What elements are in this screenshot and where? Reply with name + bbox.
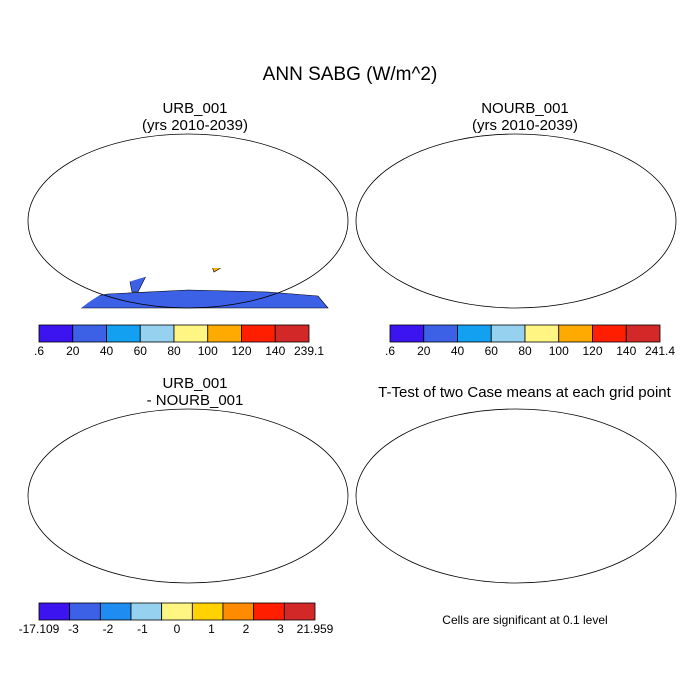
significant-cell bbox=[632, 577, 640, 582]
panel-urb-title-line1: URB_001 bbox=[162, 100, 228, 117]
colorbar-swatch bbox=[130, 602, 163, 621]
panel-urb-title: URB_001 (yrs 2010-2039) bbox=[60, 100, 330, 134]
colorbar-swatch bbox=[222, 602, 255, 621]
colorbar-tick-label: 2 bbox=[243, 622, 250, 636]
ttest-footnote: Cells are significant at 0.1 level bbox=[442, 613, 608, 627]
map-frame-fill bbox=[356, 134, 676, 308]
colorbar-swatch bbox=[625, 324, 661, 343]
map-frame-outline bbox=[355, 408, 677, 584]
significant-cell bbox=[602, 575, 610, 580]
colorbar-swatch bbox=[274, 324, 310, 343]
colorbar-swatch bbox=[389, 324, 425, 343]
colorbar-swatch bbox=[72, 324, 107, 343]
panel-diff-title-line2: - NOURB_001 bbox=[146, 392, 244, 409]
panel-nourb-title-line1: NOURB_001 bbox=[481, 100, 569, 117]
panel-diff-title-line1: URB_001 bbox=[162, 375, 228, 392]
colorbar-tick-label: 1 bbox=[208, 622, 215, 636]
colorbar-tick-label: 3 bbox=[277, 622, 284, 636]
colorbar-tick-label: .6 bbox=[385, 344, 395, 358]
colorbar-swatch bbox=[253, 602, 285, 621]
colorbar-tick-label: 40 bbox=[451, 344, 465, 358]
colorbar-swatch bbox=[207, 324, 242, 343]
continent-antarctica bbox=[56, 289, 329, 309]
colorbar-tick-label: -3 bbox=[68, 622, 79, 636]
colorbar-tick-label: 100 bbox=[549, 344, 569, 358]
colorbar-tick-label: 100 bbox=[198, 344, 218, 358]
map-frame-outline bbox=[355, 133, 677, 309]
colorbar-tick-label: 20 bbox=[66, 344, 80, 358]
colorbar-tick-label: -2 bbox=[103, 622, 114, 636]
colorbar-swatch bbox=[558, 324, 593, 343]
colorbar-swatch bbox=[99, 602, 132, 621]
colorbar-swatch bbox=[490, 324, 526, 343]
colorbar-diff: -17.109 -3 -2 -1 0 1 2 3 21.959 bbox=[19, 602, 334, 636]
panel-urb-title-line2: (yrs 2010-2039) bbox=[142, 117, 248, 134]
colorbar-tick-label: 20 bbox=[417, 344, 431, 358]
colorbar-swatch bbox=[38, 324, 74, 343]
colorbar-tick-label: 239.1 bbox=[294, 344, 324, 358]
colorbar-swatch bbox=[139, 324, 175, 343]
colorbar-swatch bbox=[457, 324, 492, 343]
colorbar-tick-label: 40 bbox=[100, 344, 114, 358]
colorbar-tick-label: 60 bbox=[134, 344, 148, 358]
colorbar-swatch bbox=[241, 324, 276, 343]
colorbar-urb: .6 20 40 60 80 100 120 140 239.1 bbox=[34, 324, 324, 358]
colorbar-swatch bbox=[69, 602, 101, 621]
colorbar-tick-label: 241.4 bbox=[645, 344, 675, 358]
map-urb bbox=[27, 133, 349, 309]
map-diff bbox=[27, 408, 349, 584]
colorbar-tick-label: -17.109 bbox=[19, 622, 60, 636]
significant-cell bbox=[422, 577, 430, 582]
colorbar-swatch bbox=[106, 324, 141, 343]
map-frame-fill bbox=[356, 409, 676, 583]
colorbar-swatch bbox=[161, 602, 193, 621]
colorbar-swatch bbox=[173, 324, 209, 343]
figure-title: ANN SABG (W/m^2) bbox=[262, 64, 438, 85]
map-frame-outline bbox=[27, 408, 349, 584]
colorbar-swatch bbox=[38, 602, 71, 621]
panel-nourb-title-line2: (yrs 2010-2039) bbox=[472, 117, 578, 134]
colorbar-tick-label: 0 bbox=[174, 622, 181, 636]
map-frame-fill bbox=[28, 409, 348, 583]
colorbar-tick-label: 21.959 bbox=[297, 622, 334, 636]
map-frame-outline bbox=[27, 133, 349, 309]
colorbar-swatch bbox=[423, 324, 458, 343]
colorbar-tick-label: 120 bbox=[582, 344, 602, 358]
colorbar-nourb: .6 20 40 60 80 100 120 140 241.4 bbox=[385, 324, 675, 358]
colorbar-swatch bbox=[191, 602, 224, 621]
colorbar-tick-label: 140 bbox=[265, 344, 285, 358]
colorbar-tick-label: .6 bbox=[34, 344, 44, 358]
colorbar-tick-label: 60 bbox=[485, 344, 499, 358]
panel-nourb-title: NOURB_001 (yrs 2010-2039) bbox=[390, 100, 660, 134]
colorbar-swatch bbox=[592, 324, 627, 343]
colorbar-tick-label: 80 bbox=[167, 344, 181, 358]
colorbar-tick-label: 80 bbox=[518, 344, 532, 358]
map-nourb bbox=[355, 133, 677, 309]
colorbar-swatch bbox=[283, 602, 316, 621]
panel-ttest-title: T-Test of two Case means at each grid po… bbox=[378, 384, 671, 401]
colorbar-tick-label: 120 bbox=[231, 344, 251, 358]
map-frame-fill bbox=[28, 134, 348, 308]
colorbar-tick-label: 140 bbox=[616, 344, 636, 358]
significant-cell bbox=[412, 575, 420, 580]
colorbar-swatch bbox=[524, 324, 560, 343]
map-ttest bbox=[355, 408, 677, 584]
panel-diff-title: URB_001 - NOURB_001 bbox=[60, 375, 330, 409]
colorbar-tick-label: -1 bbox=[137, 622, 148, 636]
